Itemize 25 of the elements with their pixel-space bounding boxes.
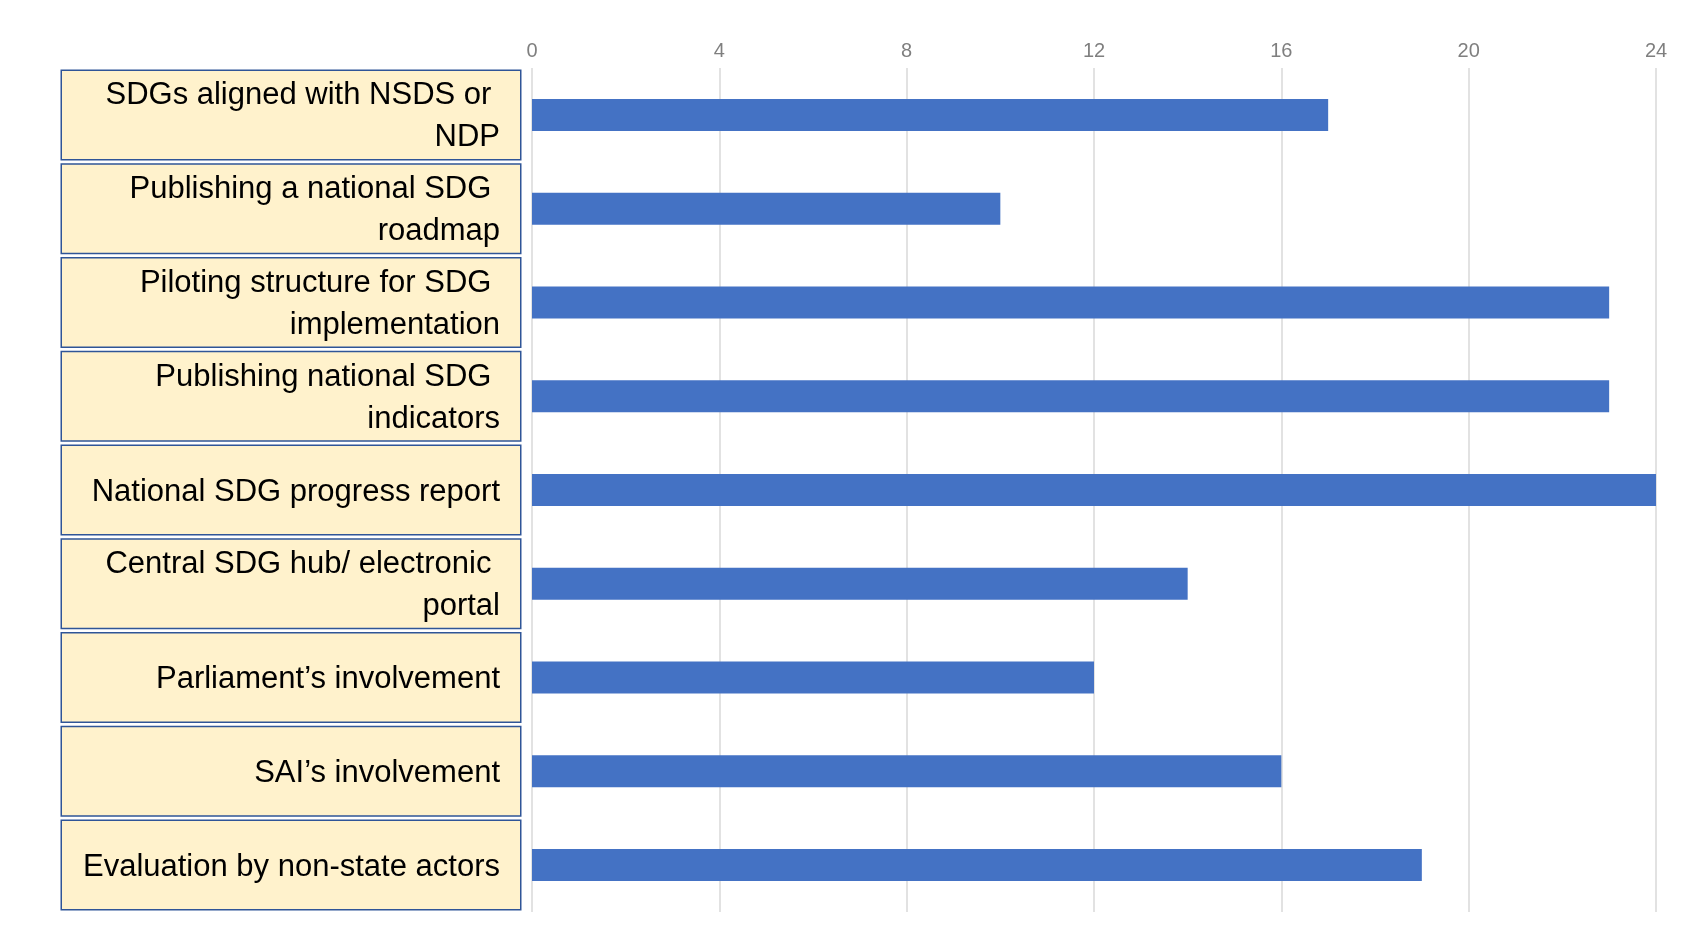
bar (532, 849, 1422, 882)
x-tick-label: 12 (1082, 39, 1106, 61)
bar (532, 98, 1329, 131)
y-tick-label: Evaluation by non-state actors (82, 847, 500, 883)
bar (532, 661, 1094, 694)
y-tick-label: Publishing a national SDG roadmap (129, 170, 500, 248)
bar (532, 286, 1610, 319)
x-tick-label: 4 (713, 39, 725, 61)
x-tick-label: 0 (526, 39, 538, 61)
y-tick-label: Publishing national SDG indicators (155, 357, 500, 435)
x-tick-label: 20 (1457, 39, 1480, 61)
y-tick-label: SDGs aligned with NSDS or NDP (105, 76, 500, 154)
bar (532, 474, 1656, 506)
x-tick-label: 8 (901, 39, 913, 61)
y-tick-label: Parliament’s involvement (155, 660, 501, 696)
y-tick-label: Piloting structure for SDG implementation (139, 263, 500, 341)
y-tick-label: SAI’s involvement (254, 753, 501, 789)
x-tick-label: 24 (1644, 39, 1668, 61)
x-tick-label: 16 (1270, 39, 1293, 61)
y-tick-label: Central SDG hub/ electronic portal (105, 545, 500, 623)
y-tick-label: National SDG progress report (91, 472, 501, 508)
bar (532, 380, 1610, 413)
bar (532, 192, 1001, 225)
bar (532, 567, 1188, 600)
bar (532, 755, 1282, 788)
